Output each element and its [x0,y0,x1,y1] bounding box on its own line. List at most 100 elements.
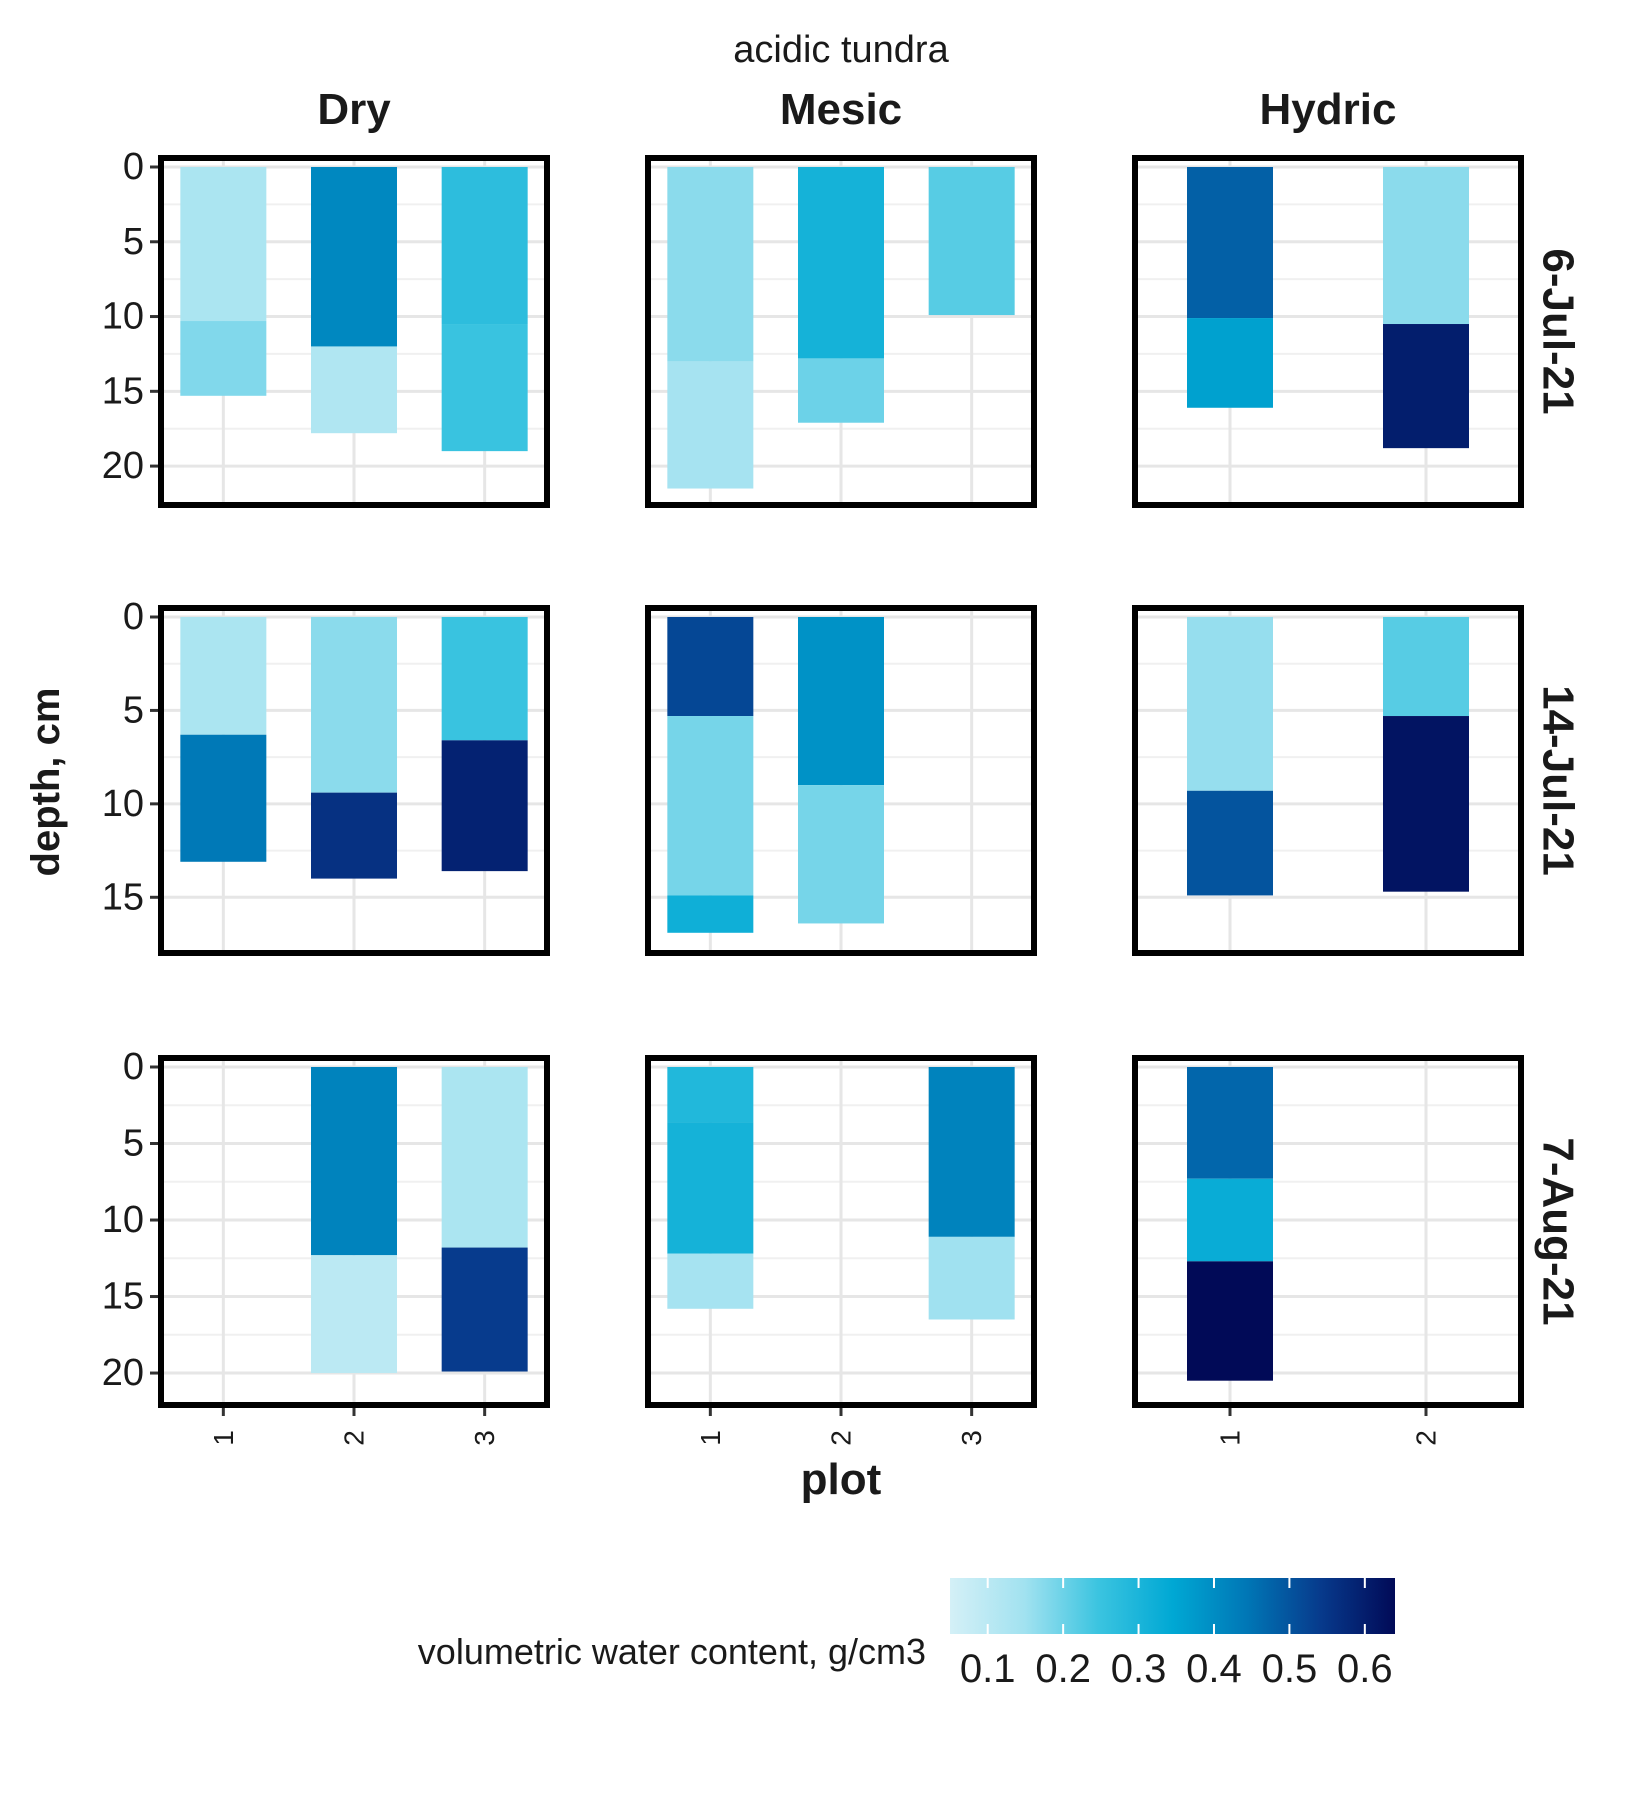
bar-segment [667,167,754,362]
bar-segment [928,167,1015,316]
chart-title: acidic tundra [733,29,949,71]
legend-tick-label: 0.4 [1186,1647,1242,1691]
x-tick-label: 3 [956,1430,987,1446]
y-tick-label: 15 [102,876,144,918]
y-tick-label: 5 [123,221,144,263]
y-tick-label: 10 [102,783,144,825]
y-tick-label: 5 [123,1123,144,1165]
column-strip-label: Dry [317,85,391,134]
panel: 0 5 10 15 [102,596,550,956]
bar-segment [798,617,884,786]
bar-segment [441,617,528,741]
legend-tick-label: 0.6 [1337,1647,1393,1691]
panel [645,605,1037,956]
bar-segment [441,740,528,872]
y-tick-label: 10 [102,1199,144,1241]
y-tick-label: 15 [102,370,144,412]
bar-segment [798,785,884,924]
y-tick-label: 10 [102,296,144,338]
x-tick-label: 1 [695,1430,726,1446]
bar-segment [180,321,267,396]
panel-border [645,605,1037,956]
legend-tick-label: 0.5 [1262,1647,1318,1691]
bar-segment [798,167,884,359]
panel-border [645,1055,1037,1408]
panel: 0 5 10 15 20 [102,146,550,508]
bar-segment [311,167,397,347]
bar-segment [311,617,397,793]
panel: 0 5 10 15 20 1 2 3 [102,1046,550,1446]
bar-segment [667,1067,754,1123]
bar-segment [928,1236,1015,1320]
bar-segment [1187,1261,1273,1381]
legend-title: volumetric water content, g/cm3 [418,1631,926,1672]
bar-segment [180,167,267,322]
x-tick-label: 1 [208,1430,239,1446]
x-tick-label: 1 [1215,1430,1246,1446]
bar-segment [441,1247,528,1372]
panel-border [1132,155,1524,508]
panel-border [158,605,550,956]
legend-colorbar [950,1578,1395,1634]
legend-tick-label: 0.2 [1035,1647,1091,1691]
bar-segment [441,324,528,452]
x-tick-label: 2 [1411,1430,1442,1446]
column-strip-label: Hydric [1260,85,1397,134]
legend-tick-label: 0.1 [960,1647,1016,1691]
bar-segment [1383,617,1469,717]
column-strip-label: Mesic [780,85,902,134]
bar-segment [667,1122,754,1254]
bar-segment [311,1255,397,1374]
bar-segment [667,1253,754,1309]
panel-border [1132,1055,1524,1408]
x-tick-label: 2 [339,1430,370,1446]
row-strip-label: 6-Jul-21 [1534,248,1583,414]
bar-segment [667,361,754,489]
y-tick-label: 20 [102,445,144,487]
bar-segment [928,1067,1015,1237]
bar-segment [180,734,267,862]
y-tick-label: 0 [123,146,144,188]
panel-border [645,155,1037,508]
bar-segment [667,895,754,933]
panel [1132,155,1524,508]
bar-segment [798,358,884,423]
bar-segment [1383,716,1469,892]
bar-segment [311,1067,397,1256]
y-tick-label: 0 [123,1046,144,1088]
bar-segment [441,167,528,325]
panel [645,155,1037,508]
y-tick-label: 20 [102,1352,144,1394]
bar-segment [180,617,267,735]
bar-segment [1187,167,1273,319]
x-tick-label: 2 [826,1430,857,1446]
bar-segment [1187,617,1273,791]
y-tick-label: 15 [102,1276,144,1318]
row-strip-label: 7-Aug-21 [1534,1137,1583,1325]
panel [1132,605,1524,956]
y-tick-label: 0 [123,596,144,638]
bar-segment [667,617,754,717]
bar-segment [1383,167,1469,325]
bar-segment [311,792,397,879]
panel: 1 2 3 [645,1055,1037,1446]
bar-segment [1187,790,1273,896]
panel-border [158,155,550,508]
y-tick-label: 5 [123,689,144,731]
bar-segment [311,346,397,434]
bar-segment [1187,1067,1273,1179]
y-axis-title: depth, cm [24,688,68,877]
legend-tick-label: 0.3 [1111,1647,1167,1691]
x-tick-label: 3 [469,1430,500,1446]
panel-border [158,1055,550,1408]
panel-border [1132,605,1524,956]
bar-segment [667,716,754,896]
bar-segment [441,1067,528,1248]
bar-segment [1187,1178,1273,1262]
bar-segment [1383,324,1469,449]
bar-segment [1187,318,1273,408]
x-axis-title: plot [801,1455,882,1504]
